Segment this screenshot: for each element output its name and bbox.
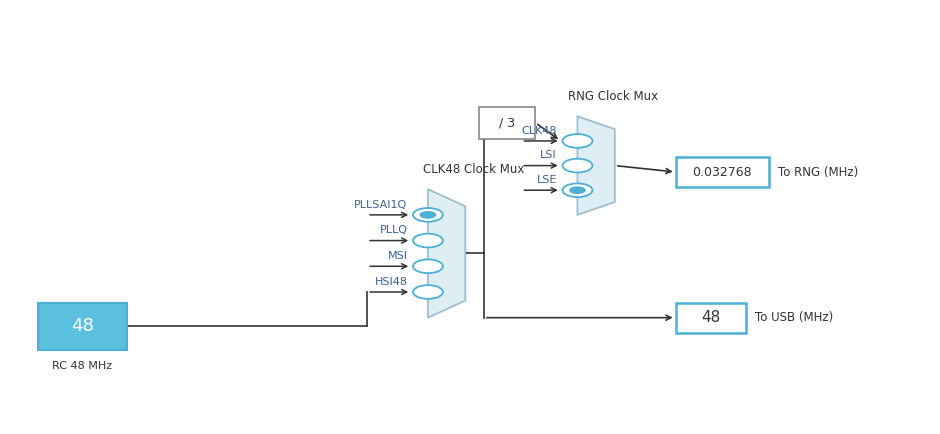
Polygon shape [577, 116, 615, 215]
Text: CLK48: CLK48 [522, 126, 556, 136]
FancyBboxPatch shape [676, 302, 745, 333]
Text: PLLQ: PLLQ [380, 225, 407, 235]
Text: 48: 48 [701, 310, 720, 325]
Circle shape [562, 134, 592, 148]
Text: / 3: / 3 [499, 116, 515, 129]
Text: HSI48: HSI48 [374, 277, 407, 287]
Circle shape [413, 234, 443, 247]
Circle shape [419, 211, 436, 219]
Text: LSI: LSI [540, 151, 556, 161]
FancyBboxPatch shape [479, 107, 536, 139]
Circle shape [413, 260, 443, 273]
Circle shape [562, 159, 592, 172]
Circle shape [413, 208, 443, 222]
Circle shape [569, 186, 586, 194]
Text: MSI: MSI [387, 251, 407, 261]
Text: PLLSAI1Q: PLLSAI1Q [354, 200, 407, 210]
Text: CLK48 Clock Mux: CLK48 Clock Mux [423, 163, 525, 176]
Text: LSE: LSE [537, 175, 556, 185]
Text: 0.032768: 0.032768 [693, 165, 752, 178]
Circle shape [562, 184, 592, 197]
FancyBboxPatch shape [676, 157, 769, 187]
Polygon shape [428, 189, 465, 318]
Text: To RNG (MHz): To RNG (MHz) [778, 165, 858, 178]
Text: 48: 48 [70, 317, 94, 335]
Text: RNG Clock Mux: RNG Clock Mux [568, 90, 658, 103]
Circle shape [413, 285, 443, 299]
FancyBboxPatch shape [38, 302, 127, 350]
Text: To USB (MHz): To USB (MHz) [755, 311, 833, 324]
Text: RC 48 MHz: RC 48 MHz [52, 361, 112, 371]
